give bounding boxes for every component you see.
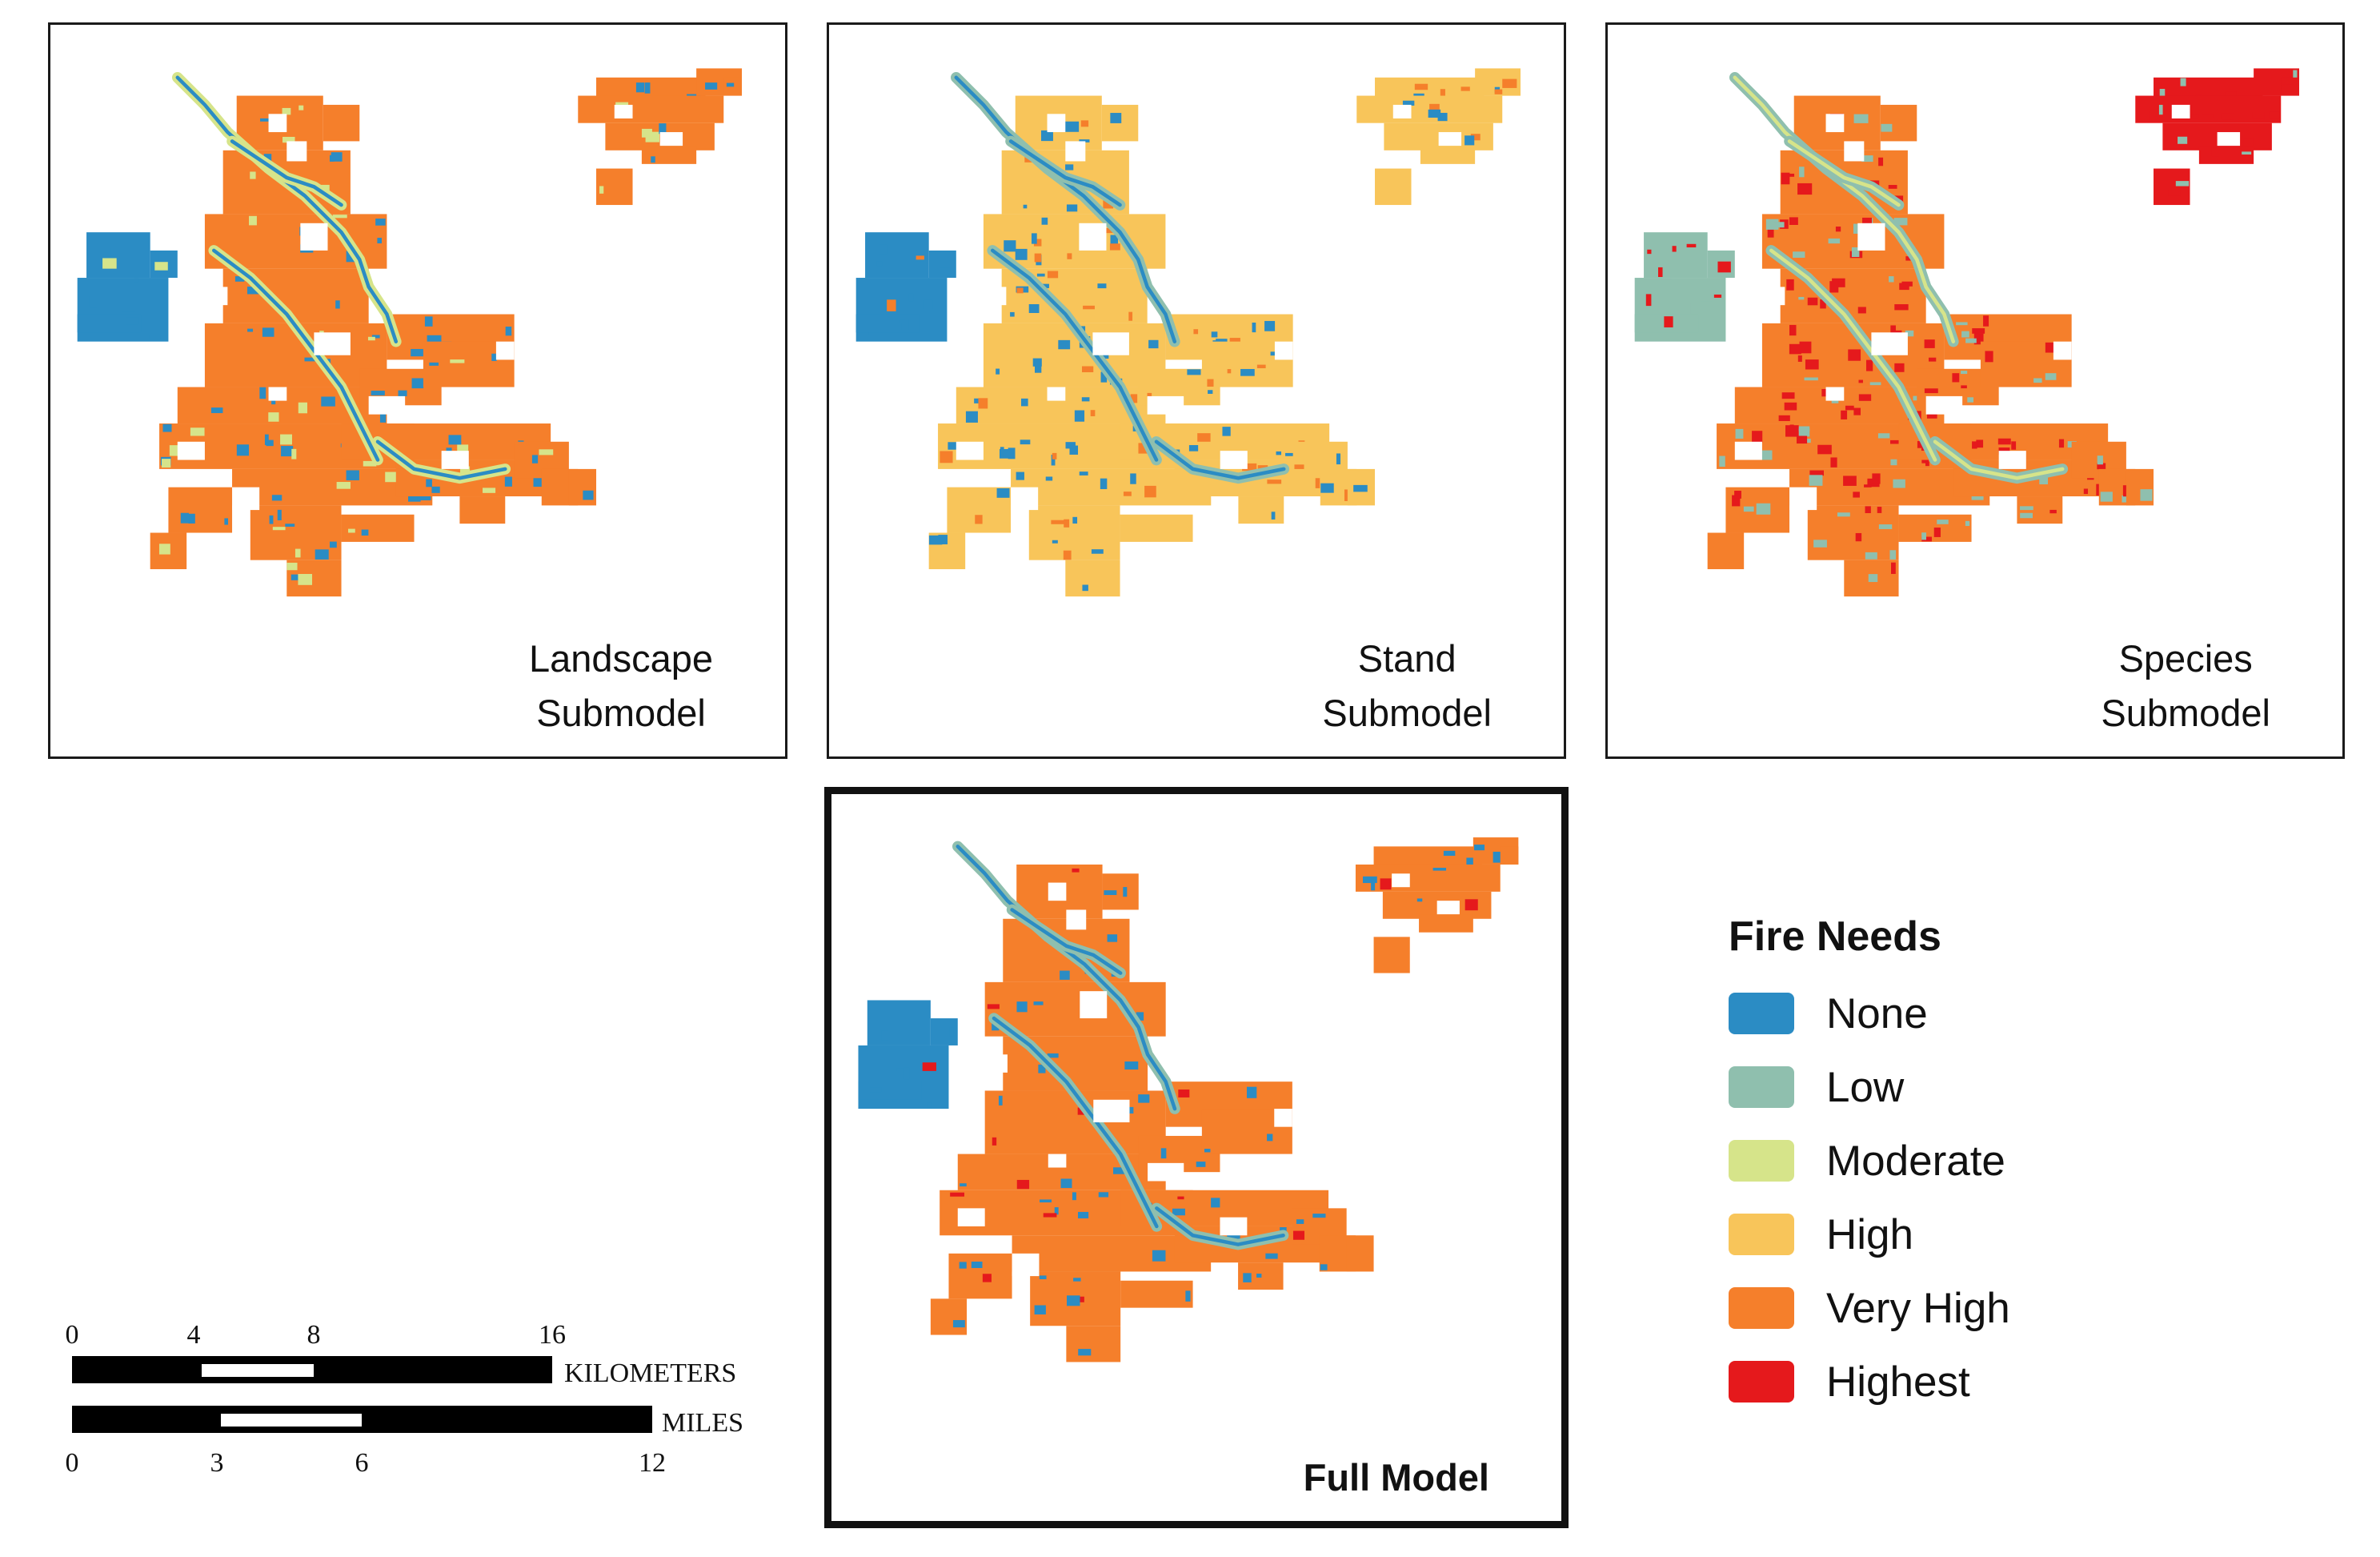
landscape-map <box>77 68 743 597</box>
map-panel-full-model: Full Model <box>824 787 1569 1528</box>
map-landmass <box>858 837 1519 1362</box>
map-landmass <box>77 68 743 597</box>
caption-line-1: Landscape <box>529 637 713 680</box>
legend-item-moderate: Moderate <box>1729 1124 2010 1198</box>
legend-swatch-very-high <box>1729 1287 1794 1329</box>
map-landmass <box>855 68 1521 597</box>
full-model-map <box>858 837 1519 1362</box>
legend-title: Fire Needs <box>1729 913 1941 960</box>
km-tick-0: 0 <box>66 1320 79 1350</box>
mi-bar-segment <box>221 1414 362 1427</box>
km-tick-16: 16 <box>539 1320 566 1350</box>
legend-label: Low <box>1826 1063 1905 1111</box>
panel-caption-full: Full Model <box>1304 1451 1489 1505</box>
legend: Fire Needs None Low Moderate High Very H… <box>1729 913 2010 1419</box>
legend-label: Very High <box>1826 1284 2010 1332</box>
mi-tick-3: 3 <box>210 1448 224 1478</box>
legend-label: Highest <box>1826 1358 1970 1406</box>
legend-item-low: Low <box>1729 1050 2010 1124</box>
mi-tick-12: 12 <box>639 1448 666 1478</box>
legend-item-highest: Highest <box>1729 1345 2010 1419</box>
scale-bar-graphic: 0 4 8 16 KILOMETERS MILES 0 3 6 12 <box>66 1320 744 1478</box>
scale-bar: 0 4 8 16 KILOMETERS MILES 0 3 6 12 <box>66 1313 792 1497</box>
caption-line-1: Stand <box>1357 637 1456 680</box>
km-unit-label: KILOMETERS <box>564 1358 736 1388</box>
mi-bar <box>72 1406 652 1433</box>
legend-swatch-high <box>1729 1214 1794 1255</box>
legend-label: Moderate <box>1826 1137 2005 1185</box>
map-landmass <box>1634 68 2300 597</box>
caption-line-1: Full Model <box>1303 1456 1489 1499</box>
panel-caption-stand: Stand Submodel <box>1322 632 1492 740</box>
caption-line-1: Species <box>2118 637 2253 680</box>
caption-line-2: Submodel <box>536 692 706 734</box>
legend-label: High <box>1826 1210 1914 1258</box>
mi-tick-0: 0 <box>66 1448 79 1478</box>
legend-item-high: High <box>1729 1198 2010 1271</box>
km-tick-8: 8 <box>307 1320 321 1350</box>
legend-item-none: None <box>1729 977 2010 1050</box>
mi-unit-label: MILES <box>662 1408 743 1438</box>
map-panel-landscape: Landscape Submodel <box>48 22 787 759</box>
stand-map <box>855 68 1521 597</box>
caption-line-2: Submodel <box>2101 692 2270 734</box>
map-panel-stand: Stand Submodel <box>827 22 1566 759</box>
caption-line-2: Submodel <box>1322 692 1492 734</box>
legend-swatch-highest <box>1729 1361 1794 1403</box>
km-bar-segment <box>202 1364 314 1377</box>
legend-swatch-none <box>1729 993 1794 1034</box>
panel-caption-landscape: Landscape Submodel <box>529 632 713 740</box>
mi-tick-6: 6 <box>355 1448 369 1478</box>
legend-swatch-low <box>1729 1066 1794 1108</box>
panel-caption-species: Species Submodel <box>2101 632 2270 740</box>
legend-label: None <box>1826 989 1928 1037</box>
km-tick-4: 4 <box>187 1320 201 1350</box>
map-panel-species: Species Submodel <box>1605 22 2345 759</box>
legend-item-very-high: Very High <box>1729 1271 2010 1345</box>
legend-swatch-moderate <box>1729 1140 1794 1182</box>
species-map <box>1634 68 2300 597</box>
